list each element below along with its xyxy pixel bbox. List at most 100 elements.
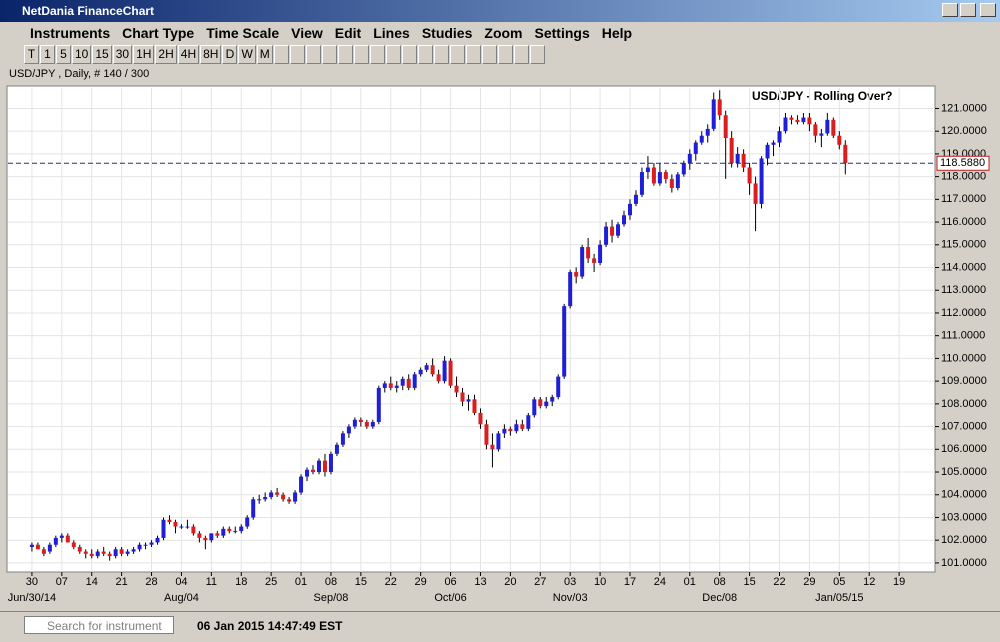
tool-button[interactable] (433, 45, 449, 64)
candle-body (215, 533, 220, 536)
candle-body (574, 272, 579, 277)
tool-button[interactable] (321, 45, 337, 64)
timescale-button[interactable]: 30 (112, 45, 133, 64)
candle-body (711, 99, 716, 129)
timescale-button[interactable]: W (238, 45, 256, 64)
search-input[interactable]: Search for instrument (24, 616, 174, 634)
tool-button[interactable] (289, 45, 305, 64)
y-tick-label: 112.0000 (941, 307, 986, 319)
candle-body (843, 144, 848, 163)
candle-body (251, 499, 256, 518)
timescale-button[interactable]: T (24, 45, 39, 64)
candle-body (753, 183, 758, 204)
timescale-button[interactable]: 2H (155, 45, 177, 64)
tool-button[interactable] (465, 45, 481, 64)
candle-body (759, 158, 764, 204)
tool-button[interactable] (481, 45, 497, 64)
x-tick-label: 21 (116, 576, 128, 588)
tool-button[interactable] (449, 45, 465, 64)
timescale-button[interactable]: 1H (133, 45, 155, 64)
candle-body (394, 385, 399, 388)
menu-item[interactable]: Settings (534, 25, 590, 41)
x-period-label: Jan/05/15 (815, 592, 863, 604)
candle-body (203, 537, 208, 541)
candle-body (502, 428, 507, 434)
menu-item[interactable]: Instruments (30, 25, 111, 41)
candle-body (825, 119, 830, 134)
x-period-label: Aug/04 (164, 592, 199, 604)
timescale-button[interactable]: D (222, 45, 238, 64)
tool-button[interactable] (305, 45, 321, 64)
candle-body (41, 549, 46, 554)
current-price-label: 118.5880 (940, 157, 985, 169)
candle-body (71, 542, 76, 548)
candle-body (155, 537, 160, 543)
candle-body (669, 178, 674, 188)
candle-body (119, 549, 124, 554)
toolbar: T 1 5 10 15 30 1H 2H 4H 8H D W M (24, 45, 545, 66)
candle-body (83, 551, 88, 554)
candle-body (723, 115, 728, 138)
tool-button[interactable] (401, 45, 417, 64)
candle-body (269, 492, 274, 498)
menu-item[interactable]: Zoom (484, 25, 523, 41)
menu-item[interactable]: View (291, 25, 323, 41)
timescale-button[interactable]: 15 (92, 45, 112, 64)
candle-body (771, 142, 776, 145)
candle-body (663, 172, 668, 179)
tool-button[interactable] (273, 45, 289, 64)
candle-body (131, 549, 136, 552)
candle-body (783, 117, 788, 132)
tool-button[interactable] (417, 45, 433, 64)
y-tick-label: 120.0000 (941, 125, 987, 137)
y-tick-label: 114.0000 (941, 261, 986, 273)
y-tick-label: 103.0000 (941, 511, 987, 523)
close-button[interactable] (980, 3, 996, 17)
y-tick-label: 106.0000 (941, 443, 987, 455)
y-tick-label: 111.0000 (941, 330, 985, 342)
candle-body (382, 383, 387, 388)
menu-item[interactable]: Time Scale (206, 25, 280, 41)
timescale-button[interactable]: M (256, 45, 273, 64)
menu-item[interactable]: Help (601, 25, 633, 41)
tool-button[interactable] (353, 45, 369, 64)
timescale-button[interactable]: 10 (72, 45, 92, 64)
x-tick-label: 01 (684, 576, 696, 588)
menu-item[interactable]: Edit (334, 25, 362, 41)
tool-button[interactable] (497, 45, 513, 64)
tool-button[interactable] (385, 45, 401, 64)
timescale-button[interactable]: 8H (200, 45, 222, 64)
tool-button[interactable] (337, 45, 353, 64)
maximize-button[interactable] (960, 3, 976, 17)
tool-button[interactable] (529, 45, 545, 64)
candle-body (370, 422, 375, 427)
timescale-button[interactable]: 1 (40, 45, 55, 64)
candle-body (311, 469, 316, 473)
candle-body (179, 526, 184, 528)
candle-body (316, 460, 321, 473)
candle-body (287, 499, 292, 502)
candle-body (514, 424, 519, 432)
status-time: 06 Jan 2015 14:47:49 EST (197, 619, 343, 633)
tool-button[interactable] (513, 45, 529, 64)
timescale-button[interactable]: 4H (177, 45, 200, 64)
menu-item[interactable]: Chart Type (122, 25, 195, 41)
candle-body (795, 119, 800, 123)
candle-body (358, 419, 363, 423)
x-tick-label: 29 (415, 576, 427, 588)
menu-item[interactable]: Lines (373, 25, 410, 41)
candle-body (490, 444, 495, 450)
timescale-button[interactable]: 5 (56, 45, 71, 64)
x-tick-label: 11 (206, 576, 217, 588)
x-tick-label: 20 (504, 576, 516, 588)
candle-body (197, 533, 202, 538)
minimize-button[interactable] (942, 3, 958, 17)
x-tick-label: 15 (355, 576, 367, 588)
candle-body (550, 397, 555, 402)
current-price-box (936, 155, 990, 171)
candle-body (526, 415, 531, 429)
menu-item[interactable]: Studies (421, 25, 473, 41)
tool-button[interactable] (369, 45, 385, 64)
candle-body (741, 153, 746, 168)
x-tick-label: 22 (773, 576, 785, 588)
